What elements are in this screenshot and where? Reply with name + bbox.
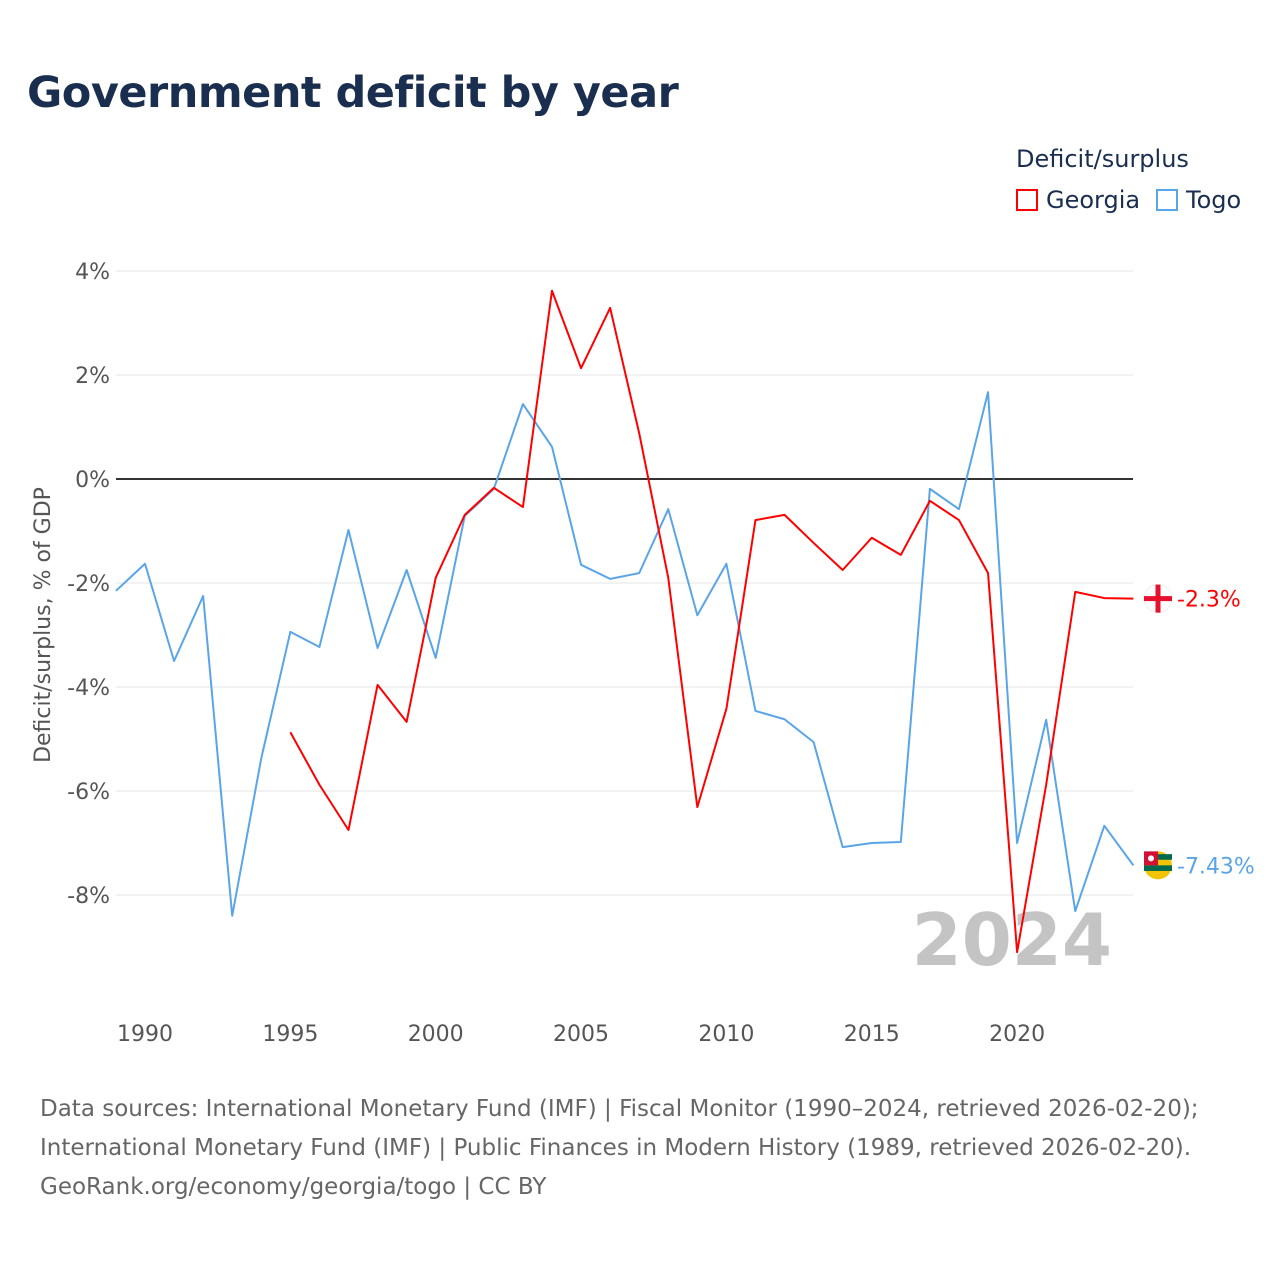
series-line-georgia: [289, 289, 1134, 954]
x-tick-label: 2005: [553, 1022, 609, 1047]
legend-item-togo[interactable]: Togo: [1156, 186, 1241, 214]
y-tick-label: -2%: [67, 572, 110, 597]
legend-item-georgia[interactable]: Georgia: [1016, 186, 1140, 214]
x-tick-label: 2020: [989, 1022, 1045, 1047]
source-line: Data sources: International Monetary Fun…: [40, 1096, 1199, 1122]
y-tick-label: 2%: [75, 364, 110, 389]
legend-swatch-georgia: [1016, 189, 1038, 211]
togo-flag-stripe: [1144, 865, 1172, 871]
x-tick-label: 1990: [117, 1022, 173, 1047]
chart-title: Government deficit by year: [27, 68, 679, 118]
end-label-togo: -7.43%: [1177, 854, 1255, 879]
y-tick-label: 0%: [75, 468, 110, 493]
end-label-georgia: -2.3%: [1177, 588, 1241, 613]
x-tick-label: 2010: [698, 1022, 754, 1047]
y-axis-label: Deficit/surplus, % of GDP: [31, 487, 56, 763]
x-tick-label: 2015: [844, 1022, 900, 1047]
y-tick-label: -4%: [67, 676, 110, 701]
sources: Data sources: International Monetary Fun…: [40, 1090, 1199, 1207]
x-tick-label: 1995: [262, 1022, 318, 1047]
legend-title: Deficit/surplus: [1016, 145, 1189, 173]
y-tick-label: -8%: [67, 884, 110, 909]
year-watermark: 2024: [912, 898, 1112, 982]
source-line: International Monetary Fund (IMF) | Publ…: [40, 1135, 1191, 1161]
georgia-flag-cross: [1155, 584, 1161, 613]
legend-label-togo: Togo: [1186, 186, 1242, 214]
y-tick-label: 4%: [75, 260, 110, 285]
series-line-togo: [115, 391, 1135, 917]
x-tick-label: 2000: [408, 1022, 464, 1047]
source-line: GeoRank.org/economy/georgia/togo | CC BY: [40, 1174, 547, 1200]
y-tick-label: -6%: [67, 780, 110, 805]
legend-swatch-togo: [1156, 189, 1178, 211]
togo-flag-star: [1148, 855, 1154, 862]
legend-label-georgia: Georgia: [1046, 186, 1141, 214]
